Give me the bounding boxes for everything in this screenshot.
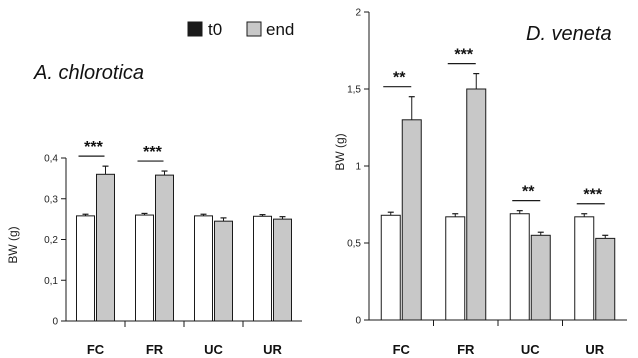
bar-end-fc <box>401 119 422 321</box>
category-label: UC <box>204 342 223 357</box>
bar-end-ur <box>273 218 292 322</box>
bar-t0-ur <box>253 215 272 322</box>
y-tick-label: 0,1 <box>44 276 58 287</box>
bar-t0-fc <box>76 215 95 322</box>
significance-marker: *** <box>143 144 162 161</box>
bar-t0-fr <box>135 214 154 322</box>
significance-marker: *** <box>84 139 103 156</box>
legend-swatch-t0 <box>187 21 203 37</box>
significance-marker: ** <box>393 70 406 87</box>
chart-title: D. veneta <box>526 23 612 45</box>
y-axis-label: BW (g) <box>6 226 20 263</box>
bar-end-ur <box>595 237 616 321</box>
category-label: UR <box>585 342 604 357</box>
y-tick-label: 0,5 <box>347 239 361 250</box>
category-label: FR <box>457 342 475 357</box>
bar-t0-ur <box>574 216 595 321</box>
y-tick-label: 1,5 <box>347 85 361 96</box>
legend-swatch-end <box>246 21 262 37</box>
y-tick-label: 0,2 <box>44 235 58 246</box>
bar-t0-uc <box>194 215 213 322</box>
chart-d-veneta: D. veneta BW (g) 0 0,5 1 1,5 2 FC ** FR *** UC ** UR *… <box>333 8 627 357</box>
chart-title: A. chlorotica <box>33 62 144 84</box>
bar-end-uc <box>530 234 551 321</box>
bar-end-uc <box>214 220 233 322</box>
category-label: UR <box>263 342 282 357</box>
chart-a-chlorotica: A. chlorotica BW (g) 0 0,1 0,2 0,3 0,4 FC *** FR *… <box>6 62 302 357</box>
y-tick-label: 0 <box>52 317 58 328</box>
significance-marker: *** <box>454 47 473 64</box>
bar-end-fr <box>466 88 487 321</box>
y-tick-label: 2 <box>355 8 361 19</box>
category-label: UC <box>521 342 540 357</box>
bar-end-fc <box>96 173 115 322</box>
significance-marker: *** <box>583 187 602 204</box>
y-tick-label: 1 <box>355 162 361 173</box>
category-label: FC <box>87 342 105 357</box>
legend-label-end: end <box>266 20 294 39</box>
significance-marker: ** <box>522 184 535 201</box>
category-label: FR <box>146 342 164 357</box>
legend: t0 end <box>187 20 294 39</box>
bar-t0-uc <box>509 213 530 321</box>
y-tick-label: 0,3 <box>44 194 58 205</box>
bar-t0-fr <box>445 216 466 321</box>
legend-label-t0: t0 <box>208 20 222 39</box>
y-axis-label: BW (g) <box>333 133 347 170</box>
bar-end-fr <box>155 174 174 322</box>
category-label: FC <box>393 342 411 357</box>
y-tick-label: 0,4 <box>44 154 58 165</box>
y-tick-label: 0 <box>355 316 361 327</box>
bar-t0-fc <box>380 214 401 321</box>
